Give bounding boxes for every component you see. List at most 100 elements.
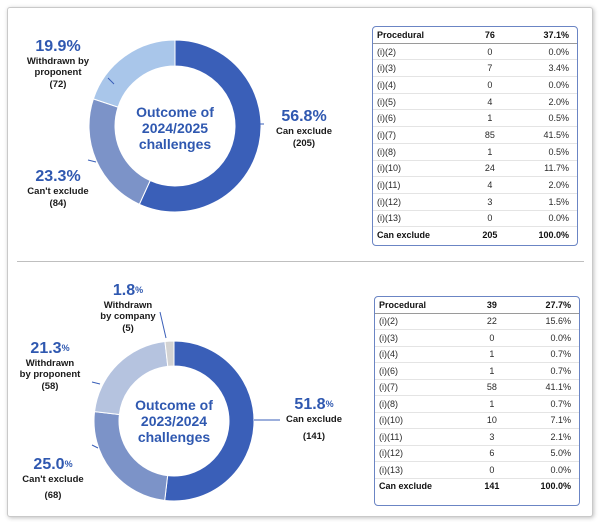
row-count: 0 — [473, 461, 511, 479]
row-percent: 2.1% — [510, 428, 579, 446]
table-row: (i)(7) 85 41.5% — [373, 126, 577, 144]
row-percent: 0.5% — [508, 109, 577, 128]
row-percent: 3.4% — [508, 59, 577, 78]
table-row: (i)(12) 3 1.5% — [373, 193, 577, 211]
row-label: (i)(12) — [375, 445, 474, 462]
pct-label: 21.3 — [30, 340, 62, 357]
row-label: (i)(7) — [375, 379, 474, 396]
center-title-line: Outcome of — [136, 104, 214, 120]
breakdown-table: Procedural 39 27.7% (i)(2) 22 15.6% (i)(3) 0 0.0… — [375, 297, 579, 494]
pct-label: 51.8 — [294, 396, 326, 413]
label-cant-exclude: 25.0% Can't exclude (68) — [18, 456, 88, 502]
row-count: 58 — [473, 379, 511, 396]
row-label: (i)(8) — [375, 395, 474, 413]
row-count: 22 — [473, 313, 511, 330]
table-row: (i)(6) 1 0.7% — [375, 362, 579, 380]
row-count: 1 — [471, 143, 509, 161]
pct-label: 56.8% — [281, 108, 327, 125]
row-count: 205 — [471, 226, 509, 243]
row-count: 6 — [473, 445, 511, 462]
row-count: 1 — [473, 395, 511, 413]
pct-sign: % — [61, 343, 70, 353]
table-row: (i)(3) 0 0.0% — [375, 329, 579, 347]
pct-label: 1.8 — [112, 282, 136, 299]
row-label: Procedural — [373, 27, 472, 44]
leader-line — [87, 159, 97, 163]
row-count: 76 — [471, 27, 509, 44]
row-percent: 41.1% — [510, 379, 579, 396]
label-withdrawn-by-proponent: 19.9% Withdrawn by proponent (72) — [22, 38, 94, 91]
row-percent: 15.6% — [510, 313, 579, 330]
row-label: (i)(12) — [373, 193, 472, 211]
row-label: Can exclude — [375, 477, 474, 494]
pct-sign: % — [64, 459, 73, 469]
row-percent: 11.7% — [508, 160, 577, 178]
table-row: (i)(13) 0 0.0% — [375, 461, 579, 479]
row-percent: 0.0% — [510, 461, 579, 479]
table-footer-row: Can exclude 205 100.0% — [373, 226, 577, 243]
donut-hole — [115, 66, 235, 186]
table-row: (i)(2) 0 0.0% — [373, 43, 577, 61]
count-label: (205) — [292, 138, 316, 149]
row-count: 85 — [471, 126, 509, 144]
table-row: (i)(11) 4 2.0% — [373, 176, 577, 194]
table-row: (i)(2) 22 15.6% — [375, 313, 579, 330]
bottom-donut-center-title: Outcome of 2023/2024 challenges — [122, 397, 226, 445]
row-percent: 2.0% — [508, 176, 577, 194]
leader-line — [159, 311, 167, 339]
leader-line — [107, 77, 115, 85]
center-title-line: challenges — [138, 136, 212, 152]
table-row: (i)(6) 1 0.5% — [373, 109, 577, 128]
row-count: 4 — [471, 93, 509, 111]
label-withdrawn-by-company: 1.8% Withdrawn by company (5) — [96, 282, 160, 335]
row-label: (i)(7) — [373, 126, 472, 144]
row-label: (i)(10) — [373, 160, 472, 178]
pct-label: 25.0 — [33, 456, 65, 473]
count-label: (141) — [302, 431, 326, 442]
center-title-line: challenges — [137, 429, 211, 445]
row-label: (i)(11) — [373, 176, 472, 194]
count-label: (5) — [122, 323, 134, 334]
table-header-row: Procedural 39 27.7% — [375, 297, 579, 314]
row-count: 0 — [473, 329, 511, 347]
caption-line: proponent — [34, 67, 82, 78]
row-percent: 27.7% — [510, 297, 579, 314]
row-percent: 100.0% — [510, 477, 579, 494]
row-count: 0 — [471, 43, 509, 61]
count-label: (84) — [49, 198, 67, 209]
leader-line — [91, 444, 99, 449]
caption-line: Can exclude — [286, 414, 342, 425]
table-row: (i)(11) 3 2.1% — [375, 428, 579, 446]
row-count: 3 — [473, 428, 511, 446]
count-label: (58) — [41, 381, 59, 392]
top-donut-center-title: Outcome of 2024/2025 challenges — [124, 104, 226, 152]
caption-line: Withdrawn — [25, 358, 75, 369]
donut-hole — [119, 366, 229, 476]
count-label: (68) — [44, 490, 62, 501]
table-row: (i)(3) 7 3.4% — [373, 59, 577, 78]
row-percent: 2.0% — [508, 93, 577, 111]
section-divider — [17, 261, 584, 262]
caption-line: Withdrawn — [103, 300, 153, 311]
row-percent: 5.0% — [510, 445, 579, 462]
row-label: (i)(4) — [375, 346, 474, 363]
pct-sign: % — [325, 399, 334, 409]
row-count: 141 — [473, 477, 511, 494]
row-percent: 0.5% — [508, 143, 577, 161]
count-label: (72) — [49, 79, 67, 90]
table-row: (i)(5) 4 2.0% — [373, 93, 577, 111]
table-row: (i)(12) 6 5.0% — [375, 445, 579, 462]
leader-line — [91, 381, 101, 385]
row-count: 7 — [471, 59, 509, 78]
row-percent: 7.1% — [510, 412, 579, 429]
center-title-line: 2023/2024 — [140, 413, 208, 429]
row-label: (i)(8) — [373, 143, 472, 161]
row-count: 0 — [471, 76, 509, 94]
row-percent: 0.7% — [510, 362, 579, 380]
row-percent: 37.1% — [508, 27, 577, 44]
table-row: (i)(8) 1 0.5% — [373, 143, 577, 161]
caption-line: by company — [100, 311, 156, 322]
row-count: 3 — [471, 193, 509, 211]
row-label: (i)(13) — [375, 461, 474, 479]
table-row: (i)(4) 0 0.0% — [373, 76, 577, 94]
